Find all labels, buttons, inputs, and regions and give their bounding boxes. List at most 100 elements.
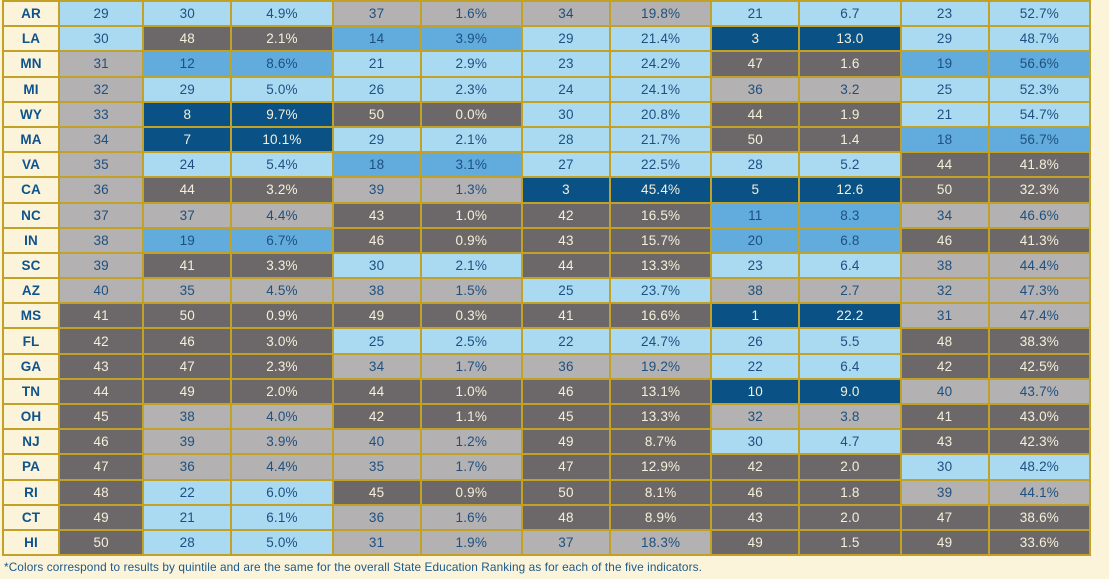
- indicator-rank-cell: 46: [331, 226, 422, 254]
- overall-rank-cell: 29: [58, 0, 145, 28]
- indicator-value-cell: 54.7%: [987, 100, 1092, 128]
- state-cell: AR: [1, 0, 61, 28]
- overall-rank-cell: 50: [58, 528, 145, 557]
- state-cell: FL: [1, 327, 61, 355]
- indicator-rank-cell: 48: [142, 25, 233, 53]
- indicator-value-cell: 1.9: [798, 100, 902, 128]
- overall-rank-cell: 47: [58, 453, 145, 481]
- indicator-value-cell: 52.3%: [987, 75, 1092, 103]
- indicator-value-cell: 1.5%: [419, 277, 523, 305]
- indicator-rank-cell: 36: [710, 75, 801, 103]
- indicator-value-cell: 46.6%: [987, 201, 1092, 229]
- indicator-rank-cell: 30: [899, 453, 990, 481]
- indicator-rank-cell: 22: [520, 327, 612, 355]
- indicator-value-cell: 22.5%: [609, 151, 713, 179]
- table-row: MI 32 29 5.0% 26 2.3% 24 24.1% 36 3.2 25 52.3%: [1, 75, 1092, 103]
- indicator-value-cell: 5.0%: [230, 75, 334, 103]
- indicator-value-cell: 2.3%: [419, 75, 523, 103]
- indicator-value-cell: 2.7: [798, 277, 902, 305]
- indicator-value-cell: 2.0: [798, 453, 902, 481]
- overall-rank-cell: 33: [58, 100, 145, 128]
- state-cell: CT: [1, 503, 61, 531]
- indicator-rank-cell: 19: [142, 226, 233, 254]
- indicator-value-cell: 3.9%: [230, 428, 334, 456]
- indicator-value-cell: 9.7%: [230, 100, 334, 128]
- indicator-rank-cell: 49: [710, 528, 801, 557]
- state-cell: WY: [1, 100, 61, 128]
- indicator-value-cell: 8.6%: [230, 50, 334, 78]
- indicator-rank-cell: 32: [899, 277, 990, 305]
- indicator-rank-cell: 36: [142, 453, 233, 481]
- indicator-rank-cell: 43: [331, 201, 422, 229]
- table-row: AZ 40 35 4.5% 38 1.5% 25 23.7% 38 2.7 32 47.3%: [1, 277, 1092, 305]
- indicator-rank-cell: 47: [142, 352, 233, 380]
- indicator-rank-cell: 48: [520, 503, 612, 531]
- indicator-value-cell: 3.2: [798, 75, 902, 103]
- indicator-rank-cell: 5: [710, 176, 801, 204]
- indicator-value-cell: 1.6: [798, 50, 902, 78]
- state-cell: PA: [1, 453, 61, 481]
- indicator-rank-cell: 7: [142, 125, 233, 154]
- table-row: TN 44 49 2.0% 44 1.0% 46 13.1% 10 9.0 40 43.7%: [1, 377, 1092, 406]
- indicator-rank-cell: 8: [142, 100, 233, 128]
- indicator-rank-cell: 34: [520, 0, 612, 28]
- state-cell: IN: [1, 226, 61, 254]
- state-cell: SC: [1, 251, 61, 280]
- indicator-rank-cell: 27: [520, 151, 612, 179]
- indicator-rank-cell: 49: [520, 428, 612, 456]
- indicator-value-cell: 6.4: [798, 251, 902, 280]
- indicator-rank-cell: 38: [142, 402, 233, 431]
- indicator-value-cell: 5.5: [798, 327, 902, 355]
- indicator-rank-cell: 30: [331, 251, 422, 280]
- indicator-value-cell: 43.0%: [987, 402, 1092, 431]
- indicator-value-cell: 3.9%: [419, 25, 523, 53]
- table-row: MN 31 12 8.6% 21 2.9% 23 24.2% 47 1.6 19 56.6%: [1, 50, 1092, 78]
- indicator-value-cell: 1.7%: [419, 453, 523, 481]
- table-row: VA 35 24 5.4% 18 3.1% 27 22.5% 28 5.2 44 41.8%: [1, 151, 1092, 179]
- indicator-rank-cell: 22: [142, 478, 233, 506]
- indicator-rank-cell: 30: [520, 100, 612, 128]
- table-row: PA 47 36 4.4% 35 1.7% 47 12.9% 42 2.0 30 48.2%: [1, 453, 1092, 481]
- indicator-rank-cell: 23: [520, 50, 612, 78]
- indicator-value-cell: 8.9%: [609, 503, 713, 531]
- overall-rank-cell: 32: [58, 75, 145, 103]
- indicator-rank-cell: 38: [331, 277, 422, 305]
- indicator-rank-cell: 47: [520, 453, 612, 481]
- indicator-rank-cell: 26: [331, 75, 422, 103]
- indicator-value-cell: 48.2%: [987, 453, 1092, 481]
- indicator-value-cell: 4.7: [798, 428, 902, 456]
- indicator-value-cell: 9.0: [798, 377, 902, 406]
- indicator-value-cell: 24.2%: [609, 50, 713, 78]
- indicator-value-cell: 44.1%: [987, 478, 1092, 506]
- state-cell: LA: [1, 25, 61, 53]
- indicator-rank-cell: 28: [142, 528, 233, 557]
- indicator-rank-cell: 50: [142, 302, 233, 330]
- table-row: LA 30 48 2.1% 14 3.9% 29 21.4% 3 13.0 29 48.7%: [1, 25, 1092, 53]
- indicator-value-cell: 41.3%: [987, 226, 1092, 254]
- table-row: CT 49 21 6.1% 36 1.6% 48 8.9% 43 2.0 47 38.6%: [1, 503, 1092, 531]
- indicator-rank-cell: 49: [899, 528, 990, 557]
- indicator-value-cell: 41.8%: [987, 151, 1092, 179]
- indicator-rank-cell: 42: [520, 201, 612, 229]
- overall-rank-cell: 40: [58, 277, 145, 305]
- indicator-value-cell: 3.3%: [230, 251, 334, 280]
- indicator-value-cell: 6.1%: [230, 503, 334, 531]
- indicator-value-cell: 33.6%: [987, 528, 1092, 557]
- indicator-value-cell: 2.1%: [419, 251, 523, 280]
- overall-rank-cell: 38: [58, 226, 145, 254]
- indicator-value-cell: 56.7%: [987, 125, 1092, 154]
- state-cell: RI: [1, 478, 61, 506]
- indicator-value-cell: 32.3%: [987, 176, 1092, 204]
- overall-rank-cell: 37: [58, 201, 145, 229]
- indicator-value-cell: 21.7%: [609, 125, 713, 154]
- indicator-value-cell: 5.2: [798, 151, 902, 179]
- indicator-rank-cell: 46: [710, 478, 801, 506]
- indicator-rank-cell: 41: [899, 402, 990, 431]
- indicator-value-cell: 2.9%: [419, 50, 523, 78]
- indicator-rank-cell: 41: [142, 251, 233, 280]
- state-cell: AZ: [1, 277, 61, 305]
- indicator-rank-cell: 28: [520, 125, 612, 154]
- indicator-rank-cell: 44: [331, 377, 422, 406]
- indicator-rank-cell: 24: [142, 151, 233, 179]
